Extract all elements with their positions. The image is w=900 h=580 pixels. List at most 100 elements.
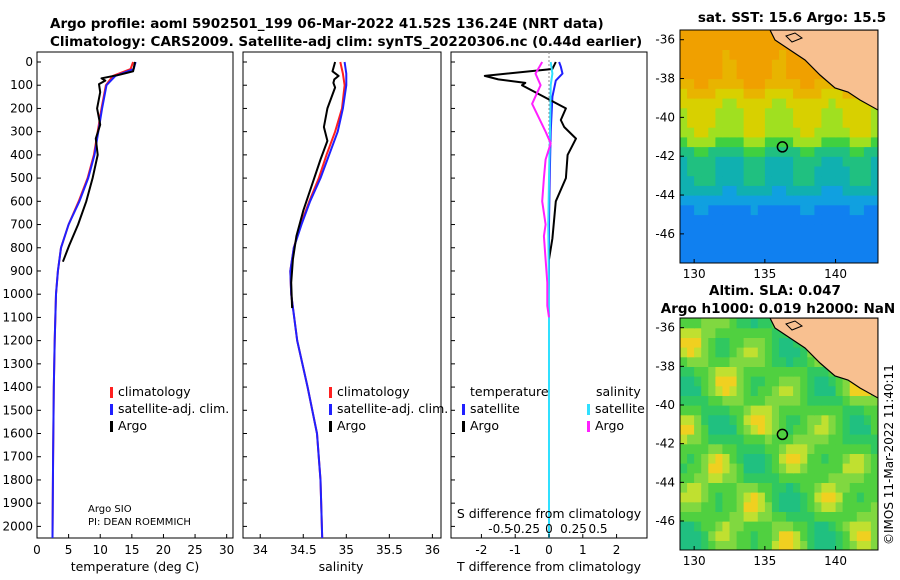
map-cell xyxy=(750,214,759,225)
map-cell xyxy=(828,540,837,550)
map-cell xyxy=(694,443,702,454)
map-cell xyxy=(687,540,695,550)
ytick-label: 2000 xyxy=(2,519,33,533)
legend2-climatology-label: climatology xyxy=(337,384,410,399)
map-cell xyxy=(828,434,837,445)
map-cell xyxy=(863,501,872,512)
map-cell xyxy=(701,472,709,483)
map-cell xyxy=(842,472,851,483)
map-cell xyxy=(687,243,695,254)
legend-diff-temp-sat-label: satellite xyxy=(470,401,520,416)
map-cell xyxy=(842,463,851,474)
map-cell xyxy=(722,530,731,541)
map-cell xyxy=(771,376,780,387)
map-cell xyxy=(863,530,872,541)
map-cell xyxy=(870,434,878,445)
map-cell xyxy=(736,88,745,99)
map-cell xyxy=(800,511,808,522)
map-cell xyxy=(715,318,724,329)
map-cell xyxy=(800,366,808,377)
map-cell xyxy=(715,59,724,70)
map-cell xyxy=(849,443,858,454)
map-cell xyxy=(863,233,872,245)
map-cell xyxy=(835,107,844,118)
map-cell xyxy=(764,98,773,109)
map-cell xyxy=(800,88,808,99)
map-cell xyxy=(870,530,878,541)
map-cell xyxy=(842,233,851,245)
map-cell xyxy=(722,195,731,206)
map-cell xyxy=(807,434,815,445)
map-cell xyxy=(764,501,773,512)
map-cell xyxy=(743,30,752,41)
map-cell xyxy=(750,530,759,541)
map-cell xyxy=(786,233,794,245)
map-cell xyxy=(779,78,787,89)
map-cell xyxy=(863,204,872,216)
map-cell xyxy=(771,136,780,148)
map-cell xyxy=(821,414,830,425)
map-cell xyxy=(757,492,766,503)
map-cell xyxy=(793,88,801,99)
map-cell xyxy=(807,156,815,167)
map-cell xyxy=(793,376,801,387)
map-cell xyxy=(694,204,702,216)
map-cell xyxy=(870,540,878,550)
map-cell xyxy=(870,521,878,532)
map-cell xyxy=(701,185,709,196)
map-cell xyxy=(694,337,702,348)
map-cell xyxy=(729,78,738,89)
map-cell xyxy=(764,136,773,148)
map-cell xyxy=(835,98,844,109)
map-cell xyxy=(849,195,858,206)
map-cell xyxy=(828,443,837,454)
map-cell xyxy=(870,165,878,177)
map-cell xyxy=(680,443,688,454)
map-cell xyxy=(814,204,823,216)
map-cell xyxy=(757,39,766,50)
map-cell xyxy=(771,385,780,396)
map-cell xyxy=(757,482,766,493)
map-cell xyxy=(800,185,808,196)
map-cell xyxy=(722,366,731,377)
map-cell xyxy=(680,376,688,387)
map-cell xyxy=(764,521,773,532)
map-cell xyxy=(701,463,709,474)
map-cell xyxy=(821,511,830,522)
map-cell xyxy=(694,521,702,532)
map-cell xyxy=(863,492,872,503)
map-cell xyxy=(807,511,815,522)
map-cell xyxy=(736,443,745,454)
map-cell xyxy=(786,243,794,254)
map-cell xyxy=(694,107,702,118)
map-cell xyxy=(828,530,837,541)
map-cell xyxy=(828,117,837,128)
map-cell xyxy=(757,318,766,329)
map-cell xyxy=(793,224,801,235)
map-cell xyxy=(736,78,745,89)
map-cell xyxy=(786,385,794,396)
map-cell xyxy=(750,49,759,60)
map-cell xyxy=(680,501,688,512)
map-cell xyxy=(779,482,787,493)
map-cell xyxy=(821,117,830,128)
map-cell xyxy=(764,395,773,406)
map-xtick-label: 135 xyxy=(753,267,776,281)
map-cell xyxy=(708,385,716,396)
map-cell xyxy=(764,414,773,425)
map-cell xyxy=(722,521,731,532)
map-cell xyxy=(715,385,724,396)
ytick-label: 1100 xyxy=(2,310,33,324)
map-cell xyxy=(800,501,808,512)
map-cell xyxy=(771,98,780,109)
map-cell xyxy=(821,385,830,396)
map-cell xyxy=(680,49,688,60)
map-cell xyxy=(779,175,787,186)
map-cell xyxy=(743,185,752,196)
map-cell xyxy=(793,482,801,493)
map-cell xyxy=(863,472,872,483)
map-cell xyxy=(743,68,752,80)
map-cell xyxy=(687,318,695,329)
map-cell xyxy=(849,243,858,254)
map-cell xyxy=(750,366,759,377)
